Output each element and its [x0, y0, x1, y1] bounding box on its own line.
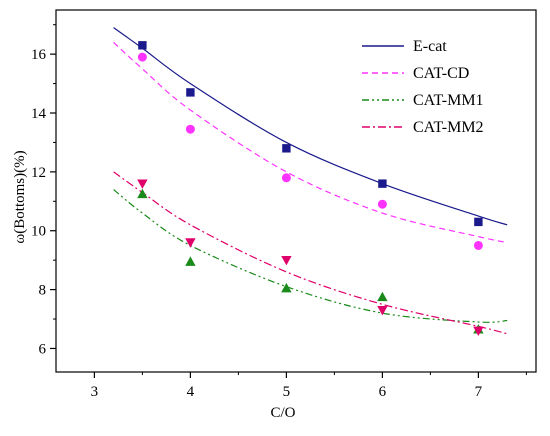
marker-e-cat — [282, 144, 291, 153]
data-markers — [137, 41, 484, 336]
x-tick-label: 5 — [283, 384, 291, 400]
fit-line-e-cat — [113, 27, 508, 226]
legend: E-cat CAT-CD CAT-MM1 CAT-MM2 — [362, 38, 484, 136]
marker-cat-mm2 — [473, 326, 484, 336]
y-tick-label: 16 — [31, 47, 47, 63]
x-tick-label: 7 — [475, 384, 483, 400]
marker-cat-cd — [473, 240, 483, 250]
y-tick-label: 14 — [31, 106, 47, 122]
x-tick-label: 4 — [187, 384, 195, 400]
y-tick-label: 8 — [39, 283, 47, 299]
marker-cat-cd — [137, 52, 147, 62]
marker-cat-cd — [377, 199, 387, 209]
fit-line-cat-mm1 — [113, 189, 508, 323]
marker-cat-mm1 — [281, 282, 292, 293]
marker-cat-cd — [185, 124, 195, 134]
x-tick-label: 6 — [379, 384, 387, 400]
legend-label-e-cat: E-cat — [413, 38, 447, 55]
x-tick-label: 3 — [91, 384, 99, 400]
marker-cat-cd — [281, 173, 291, 183]
marker-cat-mm2 — [281, 255, 292, 266]
marker-cat-mm1 — [185, 256, 196, 266]
fit-line-cat-mm2 — [113, 171, 508, 335]
legend-label-cat-cd: CAT-CD — [413, 65, 469, 82]
marker-cat-mm1 — [137, 188, 148, 199]
marker-cat-mm2 — [185, 238, 196, 248]
y-tick-label: 12 — [31, 165, 46, 181]
legend-label-cat-mm2: CAT-MM2 — [413, 119, 484, 136]
marker-cat-mm2 — [137, 179, 148, 189]
y-tick-label: 6 — [39, 341, 47, 357]
marker-e-cat — [186, 88, 195, 97]
marker-e-cat — [138, 41, 147, 50]
fit-line-cat-cd — [113, 41, 508, 244]
marker-cat-mm1 — [377, 291, 388, 302]
marker-cat-mm2 — [377, 305, 388, 316]
axes: 3 4 5 6 7 6 8 10 12 14 16 — [31, 9, 537, 400]
marker-e-cat — [378, 179, 387, 188]
y-tick-label: 10 — [31, 224, 46, 240]
plot-frame — [55, 9, 537, 373]
y-axis-title: ω(Bottoms)(%) — [12, 150, 28, 243]
legend-label-cat-mm1: CAT-MM1 — [413, 92, 484, 109]
x-axis-title: C/O — [270, 405, 295, 421]
marker-e-cat — [474, 217, 483, 227]
